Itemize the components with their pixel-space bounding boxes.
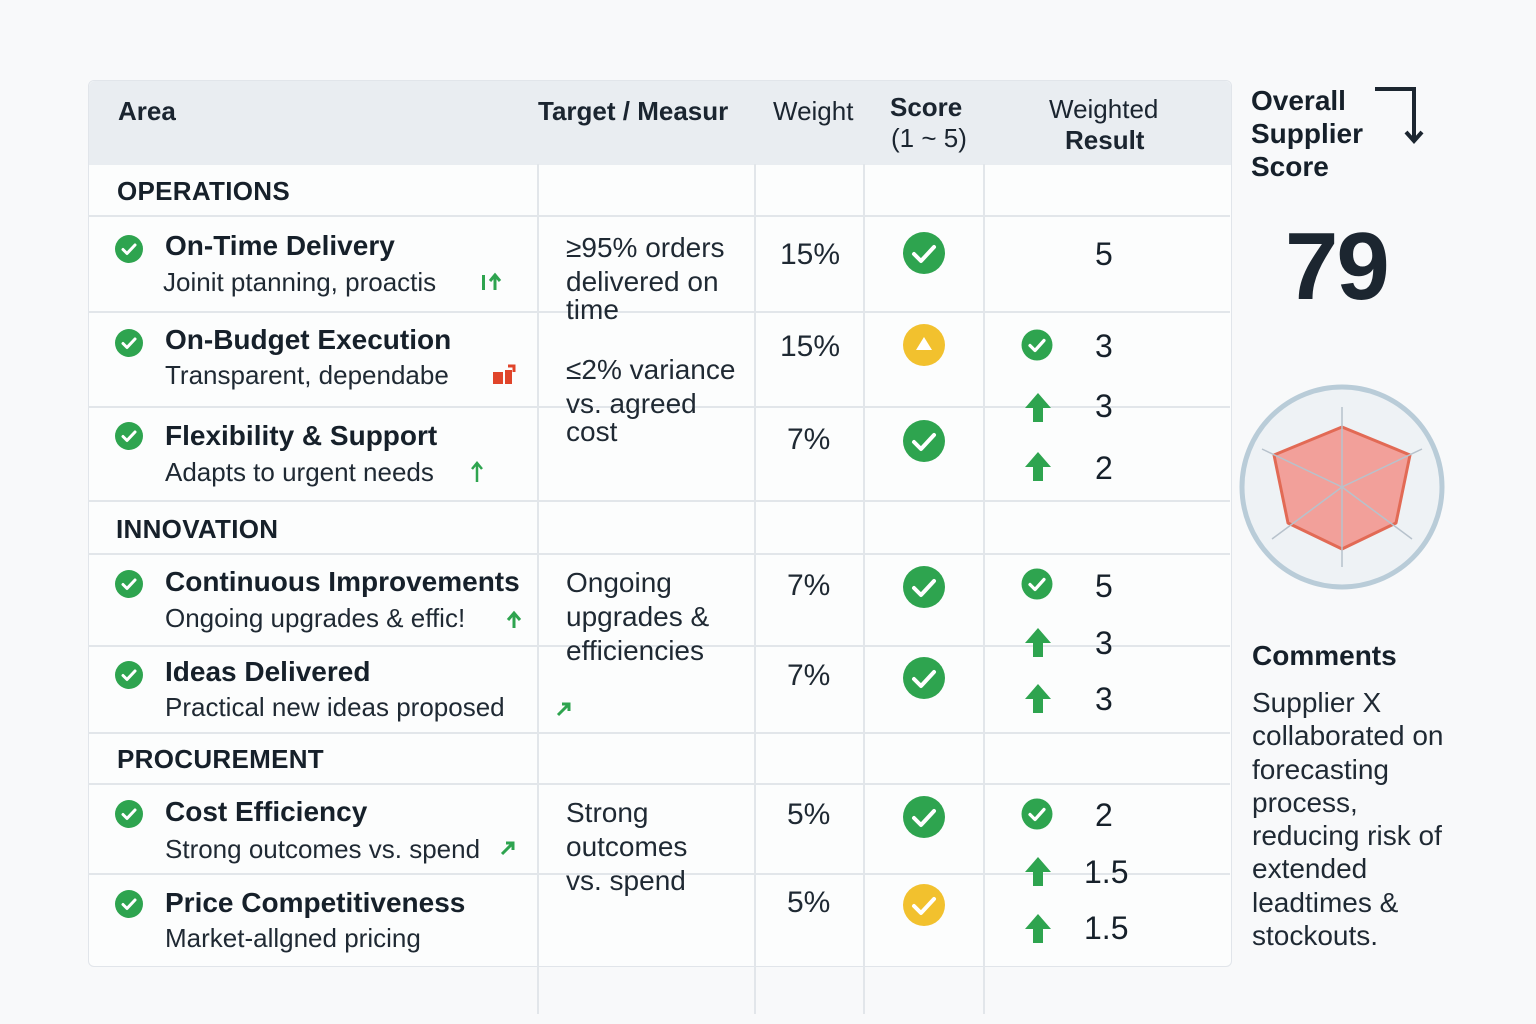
red-arrow-icon bbox=[493, 364, 516, 384]
target-measure: ≤2% variance vs. agreed cost bbox=[566, 354, 736, 447]
col-divider bbox=[754, 164, 756, 1014]
check-circle-icon bbox=[115, 235, 143, 263]
weight-value: 15% bbox=[780, 238, 841, 271]
check-circle-icon bbox=[115, 422, 143, 450]
weight-value: 5% bbox=[787, 798, 831, 831]
up-arrow-icon bbox=[1025, 914, 1051, 943]
row-subtitle: Strong outcomes vs. spend bbox=[165, 834, 481, 864]
row-subtitle: Market-allgned pricing bbox=[165, 923, 421, 953]
header-weight: Weight bbox=[773, 96, 854, 126]
up-arrow-icon bbox=[1025, 857, 1051, 886]
row-subtitle: Transparent, dependabe bbox=[165, 360, 449, 390]
header-result: Result bbox=[1065, 125, 1145, 155]
check-circle-icon bbox=[115, 661, 143, 689]
row-title: On-Budget Execution bbox=[165, 324, 452, 355]
weighted-result: 3 bbox=[1095, 328, 1113, 364]
row-subtitle: Ongoing upgrades & effic! bbox=[165, 603, 466, 633]
weighted-result: 1.5 bbox=[1084, 854, 1129, 890]
weight-value: 7% bbox=[787, 423, 831, 456]
row-divider bbox=[88, 553, 1230, 555]
comments-text: Supplier X collaborated on forecasting p… bbox=[1252, 687, 1444, 952]
row-divider bbox=[88, 500, 1230, 502]
weight-value: 15% bbox=[780, 330, 841, 363]
table-header bbox=[89, 81, 1231, 165]
target-measure: Ongoing upgrades & efficiencies bbox=[566, 567, 710, 666]
check-circle-icon bbox=[903, 657, 945, 699]
row-divider bbox=[88, 873, 1230, 875]
row-divider bbox=[88, 783, 1230, 785]
weighted-result: 5 bbox=[1095, 236, 1113, 272]
header-area: Area bbox=[118, 96, 176, 126]
weighted-result: 2 bbox=[1095, 450, 1113, 486]
row-divider bbox=[88, 406, 1230, 408]
row-title: Continuous Improvements bbox=[165, 566, 520, 597]
header-weighted: Weighted bbox=[1049, 94, 1159, 124]
row-divider bbox=[88, 732, 1230, 734]
row-divider bbox=[88, 311, 1230, 313]
row-title: Cost Efficiency bbox=[165, 796, 368, 827]
weight-value: 5% bbox=[787, 886, 831, 919]
row-divider bbox=[88, 645, 1230, 647]
weighted-result: 3 bbox=[1095, 681, 1113, 717]
col-divider bbox=[537, 164, 539, 1014]
row-title: Ideas Delivered bbox=[165, 656, 371, 687]
row-title: Flexibility & Support bbox=[165, 420, 438, 451]
weight-value: 7% bbox=[787, 659, 831, 692]
up-arrow-icon bbox=[1025, 452, 1051, 481]
check-circle-icon bbox=[903, 796, 945, 838]
check-circle-icon bbox=[1021, 329, 1053, 361]
yellow-check-circle-icon bbox=[903, 884, 945, 926]
radar-chart-icon bbox=[1239, 384, 1445, 590]
check-circle-icon bbox=[115, 329, 143, 357]
up-arrow-icon bbox=[482, 272, 502, 290]
weight-value: 7% bbox=[787, 569, 831, 602]
check-circle-icon bbox=[903, 566, 945, 608]
header-score-range: (1 ~ 5) bbox=[891, 123, 967, 153]
overall-score-value: 79 bbox=[1285, 213, 1390, 320]
check-circle-icon bbox=[115, 890, 143, 918]
row-title: On-Time Delivery bbox=[165, 230, 395, 261]
up-arrow-icon bbox=[1025, 684, 1051, 713]
diagonal-arrow-icon bbox=[500, 841, 515, 856]
scorecard-table: Area Target / Measur Weight Score (1 ~ 5… bbox=[88, 80, 1232, 967]
warning-circle-icon bbox=[903, 324, 945, 366]
header-score: Score bbox=[890, 92, 963, 122]
weighted-result: 2 bbox=[1095, 797, 1113, 833]
check-circle-icon bbox=[115, 800, 143, 828]
target-measure: ≥95% orders delivered on time bbox=[566, 232, 725, 325]
diagonal-arrow-icon bbox=[556, 702, 571, 717]
target-measure: Strong outcomes vs. spend bbox=[566, 797, 688, 896]
weighted-result: 1.5 bbox=[1084, 910, 1129, 946]
check-circle-icon bbox=[903, 232, 945, 274]
weighted-result: 3 bbox=[1095, 625, 1113, 661]
check-circle-icon bbox=[115, 570, 143, 598]
row-subtitle: Joinit ptanning, proactis bbox=[163, 267, 437, 297]
overall-score-title: Overall Supplier Score bbox=[1251, 85, 1364, 182]
col-divider bbox=[983, 164, 985, 1014]
weighted-result: 3 bbox=[1095, 388, 1113, 424]
check-circle-icon bbox=[1021, 798, 1053, 830]
row-title: Price Competitiveness bbox=[165, 887, 466, 918]
section-innovation: INNOVATION bbox=[116, 514, 279, 544]
up-arrow-icon bbox=[471, 461, 483, 482]
section-procurement: PROCUREMENT bbox=[117, 744, 324, 774]
header-target: Target / Measur bbox=[538, 96, 729, 126]
corner-down-arrow-icon bbox=[1375, 87, 1424, 145]
row-divider bbox=[88, 215, 1230, 217]
section-operations: OPERATIONS bbox=[117, 176, 290, 206]
up-arrow-icon bbox=[1025, 393, 1051, 422]
col-divider bbox=[863, 164, 865, 1014]
check-circle-icon bbox=[1021, 568, 1053, 600]
up-arrow-icon bbox=[506, 610, 522, 628]
weighted-result: 5 bbox=[1095, 568, 1113, 604]
row-subtitle: Adapts to urgent needs bbox=[165, 457, 434, 487]
up-arrow-icon bbox=[1025, 628, 1051, 657]
comments-title: Comments bbox=[1252, 640, 1397, 671]
row-subtitle: Practical new ideas proposed bbox=[165, 692, 505, 722]
check-circle-icon bbox=[903, 420, 945, 462]
